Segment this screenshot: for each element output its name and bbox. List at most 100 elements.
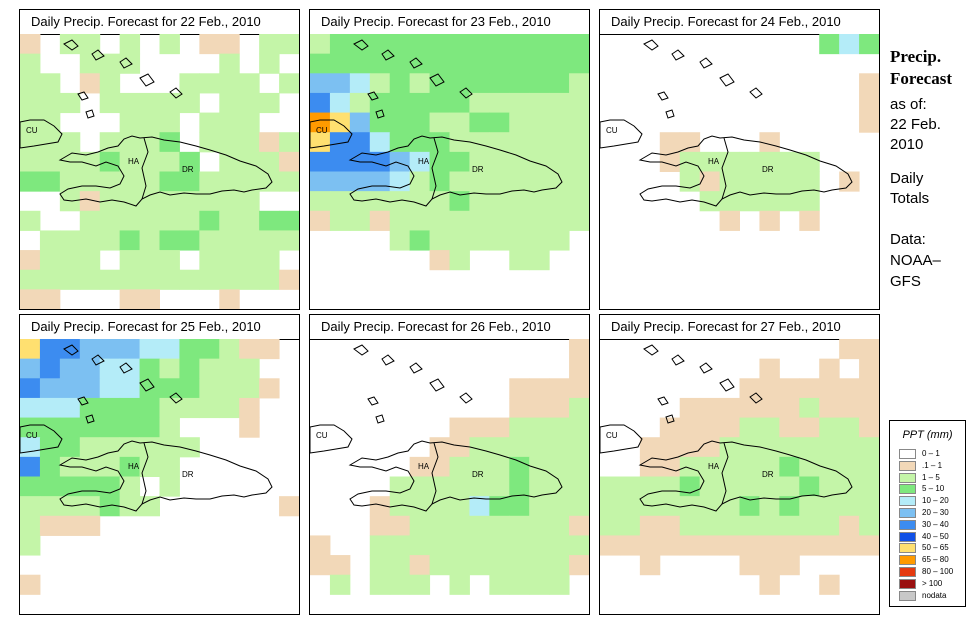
legend-swatch bbox=[899, 519, 916, 530]
precip-cell bbox=[59, 230, 81, 251]
precip-cell bbox=[329, 555, 351, 576]
precip-cell bbox=[509, 250, 530, 271]
precip-cell bbox=[99, 456, 121, 477]
precip-cell bbox=[569, 515, 589, 536]
precip-cell bbox=[779, 171, 800, 192]
precip-cell bbox=[259, 53, 280, 74]
precip-cell bbox=[469, 515, 490, 536]
precip-cell bbox=[469, 210, 490, 231]
precip-cell bbox=[759, 437, 780, 458]
precip-cell bbox=[489, 92, 510, 114]
precip-cell bbox=[139, 132, 160, 153]
legend-label: 80 – 100 bbox=[922, 567, 954, 576]
precip-cell bbox=[569, 191, 589, 212]
precip-cell bbox=[310, 53, 331, 74]
precip-cell bbox=[659, 132, 681, 153]
precip-cell bbox=[159, 171, 180, 192]
island-coastline bbox=[409, 57, 423, 69]
precip-cell bbox=[369, 132, 391, 153]
precip-cell bbox=[159, 191, 180, 212]
precip-cell bbox=[529, 250, 550, 271]
precip-cell bbox=[569, 151, 589, 172]
precip-cell bbox=[549, 151, 570, 172]
country-label-dominican_republic: DR bbox=[762, 165, 774, 174]
precip-cell bbox=[329, 151, 351, 172]
precip-cell bbox=[310, 92, 331, 114]
precip-cell bbox=[509, 151, 530, 172]
precip-cell bbox=[779, 515, 800, 536]
precip-cell bbox=[600, 476, 621, 497]
precip-cell bbox=[159, 92, 180, 114]
precip-cell bbox=[239, 269, 260, 290]
island-coastline bbox=[381, 354, 395, 366]
precip-cell bbox=[469, 417, 490, 438]
precip-cell bbox=[409, 456, 431, 477]
island-coastline bbox=[657, 396, 669, 406]
precip-cell bbox=[409, 515, 431, 536]
precip-cell bbox=[20, 456, 41, 477]
precip-cell bbox=[489, 73, 510, 94]
precip-cell bbox=[839, 535, 860, 556]
precip-cell bbox=[79, 230, 101, 251]
precip-cell bbox=[639, 515, 661, 536]
precip-cell bbox=[859, 112, 879, 133]
precip-cell bbox=[549, 456, 570, 477]
precip-cell bbox=[739, 437, 760, 458]
precip-legend: PPT (mm) 0 – 1 .1 – 1 1 – 5 5 – 10 10 – 20 20… bbox=[889, 420, 966, 607]
precip-cell bbox=[239, 171, 260, 192]
precip-cell bbox=[509, 230, 530, 251]
precip-cell bbox=[409, 53, 431, 74]
country-label-cuba: CU bbox=[316, 431, 328, 440]
precip-cell bbox=[119, 34, 141, 55]
precip-cell bbox=[179, 151, 200, 172]
precip-cell bbox=[119, 210, 141, 231]
precip-cell bbox=[779, 151, 800, 172]
precip-cell bbox=[529, 378, 550, 399]
precip-cell bbox=[549, 34, 570, 55]
island-coastline bbox=[63, 344, 79, 356]
precip-cell bbox=[659, 456, 681, 477]
precip-cell bbox=[99, 358, 121, 379]
precip-cell bbox=[699, 171, 721, 192]
precip-cell bbox=[389, 230, 411, 251]
precip-cell bbox=[99, 132, 121, 153]
precip-cell bbox=[159, 230, 180, 251]
legend-label: 20 – 30 bbox=[922, 508, 949, 517]
precip-cell bbox=[779, 456, 800, 477]
precip-cell bbox=[429, 151, 450, 172]
precip-cell bbox=[219, 171, 240, 192]
precip-cell bbox=[99, 496, 121, 517]
precip-cell bbox=[239, 358, 260, 379]
precip-cell bbox=[679, 515, 701, 536]
precip-cell bbox=[739, 417, 760, 438]
precip-cell bbox=[369, 34, 391, 55]
island-coastline bbox=[381, 49, 395, 61]
legend-item: 30 – 40 bbox=[899, 519, 961, 531]
precip-cell bbox=[759, 378, 780, 399]
island-coastline bbox=[169, 392, 183, 404]
legend-label: 50 – 65 bbox=[922, 543, 949, 553]
precip-cell bbox=[679, 496, 701, 517]
precip-cell bbox=[859, 397, 879, 419]
precip-cell bbox=[20, 397, 41, 419]
legend-swatch bbox=[899, 567, 916, 577]
precip-cell bbox=[449, 171, 470, 192]
precip-cell bbox=[279, 171, 299, 192]
precip-cell bbox=[59, 171, 81, 192]
precip-cell bbox=[799, 496, 820, 517]
precip-cell bbox=[329, 34, 351, 55]
precip-cell bbox=[119, 132, 141, 153]
precip-cell bbox=[119, 191, 141, 212]
precip-cell bbox=[99, 92, 121, 114]
island-coastline bbox=[459, 87, 473, 99]
precip-cell bbox=[759, 397, 780, 419]
precip-cell bbox=[779, 437, 800, 458]
precip-cell bbox=[139, 456, 160, 477]
precip-cell bbox=[119, 289, 141, 309]
panel-title: Daily Precip. Forecast for 23 Feb., 2010 bbox=[310, 10, 589, 35]
precip-cell bbox=[739, 476, 760, 497]
country-label-cuba: CU bbox=[316, 126, 328, 135]
legend-item: 50 – 65 bbox=[899, 543, 961, 554]
precip-cell bbox=[529, 112, 550, 133]
precip-cell bbox=[279, 210, 299, 231]
